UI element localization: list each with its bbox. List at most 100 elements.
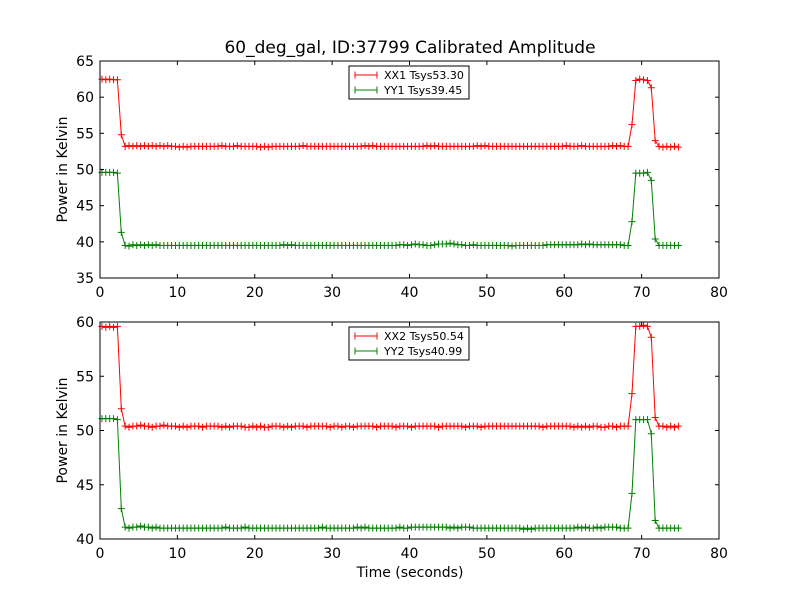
data-point	[137, 241, 145, 249]
data-point	[260, 142, 268, 150]
data-point	[667, 143, 675, 151]
data-point	[117, 131, 125, 139]
data-point	[431, 142, 439, 150]
data-point	[392, 241, 400, 249]
data-point	[589, 524, 597, 532]
data-point	[253, 142, 261, 150]
data-point	[612, 142, 620, 150]
x-tick-label: 40	[401, 546, 419, 562]
data-point	[365, 142, 373, 150]
data-point	[121, 142, 129, 150]
data-point	[469, 241, 477, 249]
data-point	[303, 423, 311, 431]
y-tick-label: 55	[76, 126, 94, 142]
y-axis-label: Power in Kelvin	[55, 116, 71, 222]
legend-entry-label: XX1 Tsys53.30	[384, 69, 464, 82]
data-point	[257, 143, 265, 151]
data-point	[299, 142, 307, 150]
data-point	[233, 142, 241, 150]
data-point	[477, 423, 485, 431]
data-point	[671, 142, 679, 150]
data-point	[349, 423, 357, 431]
data-point	[582, 241, 590, 249]
data-point	[469, 142, 477, 150]
data-point	[148, 524, 156, 532]
legend-marker-swatch	[354, 86, 378, 94]
data-point	[612, 423, 620, 431]
data-point	[651, 137, 659, 145]
x-axis-label: Time (seconds)	[356, 565, 464, 581]
data-point	[450, 523, 458, 531]
data-point	[222, 523, 230, 531]
data-point	[450, 240, 458, 248]
data-point	[156, 422, 164, 430]
data-point	[667, 422, 675, 430]
data-point	[125, 524, 133, 532]
data-point	[481, 142, 489, 150]
x-tick-label: 0	[96, 285, 105, 301]
data-point	[628, 390, 636, 398]
data-point	[125, 242, 133, 250]
y-tick-label: 45	[76, 199, 94, 215]
data-point	[179, 422, 187, 430]
data-point	[562, 142, 570, 150]
data-point	[229, 142, 237, 150]
data-point	[110, 415, 118, 423]
data-point	[558, 142, 566, 150]
data-point	[585, 423, 593, 431]
data-point	[288, 423, 296, 431]
data-point	[605, 142, 613, 150]
data-point	[253, 423, 261, 431]
data-point	[334, 422, 342, 430]
data-point	[419, 241, 427, 249]
data-point	[640, 76, 648, 84]
data-point	[249, 422, 257, 430]
data-point	[346, 422, 354, 430]
y-tick-label: 40	[76, 235, 94, 251]
data-point	[125, 142, 133, 150]
legend: XX1 Tsys53.30 YY1 Tsys39.45	[348, 65, 470, 100]
data-point	[152, 241, 160, 249]
data-point	[148, 142, 156, 150]
data-point	[574, 241, 582, 249]
data-point	[276, 422, 284, 430]
series-1-1	[98, 415, 682, 533]
data-point	[125, 423, 133, 431]
data-point	[407, 241, 415, 249]
legend-entry-label: XX2 Tsys50.54	[384, 330, 464, 343]
data-point	[446, 239, 454, 247]
data-point	[624, 142, 632, 150]
data-point	[392, 423, 400, 431]
data-point	[578, 524, 586, 532]
data-point	[647, 176, 655, 184]
data-point	[117, 505, 125, 513]
data-point	[473, 422, 481, 430]
data-point	[171, 142, 179, 150]
x-tick-label: 30	[323, 285, 341, 301]
data-point	[593, 523, 601, 531]
data-point	[454, 524, 462, 532]
data-point	[411, 240, 419, 248]
data-point	[369, 142, 377, 150]
data-point	[616, 142, 624, 150]
data-point	[446, 524, 454, 532]
data-point	[647, 84, 655, 92]
data-point	[609, 422, 617, 430]
data-point	[152, 523, 160, 531]
data-point	[458, 422, 466, 430]
data-point	[137, 421, 145, 429]
data-point	[516, 524, 524, 532]
data-point	[110, 168, 118, 176]
data-point	[431, 241, 439, 249]
y-tick-label: 45	[76, 478, 94, 494]
legend-marker-swatch	[354, 71, 378, 79]
y-tick-label: 55	[76, 369, 94, 385]
data-point	[582, 523, 590, 531]
data-point	[144, 523, 152, 531]
data-point	[632, 77, 640, 85]
data-point	[663, 423, 671, 431]
data-point	[299, 422, 307, 430]
data-point	[465, 523, 473, 531]
data-point	[214, 422, 222, 430]
